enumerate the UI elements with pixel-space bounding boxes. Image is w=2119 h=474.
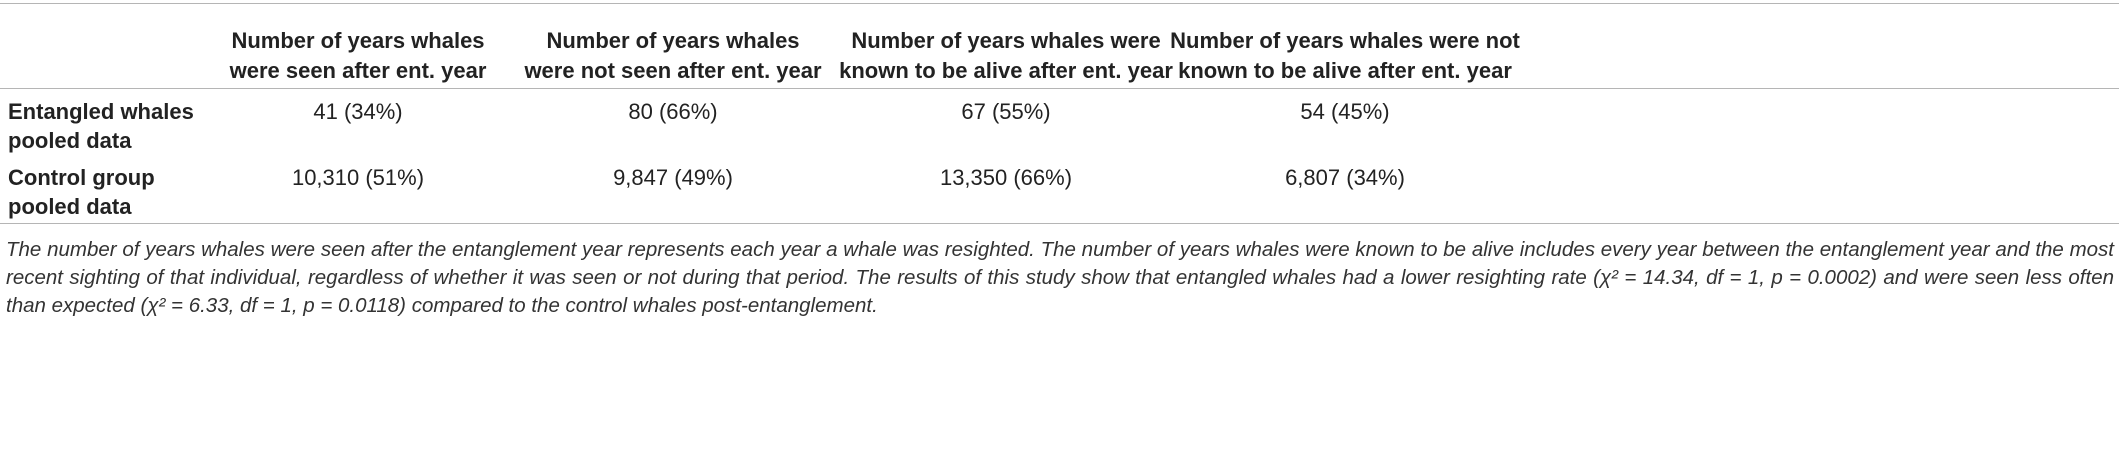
column-header: Number of years whales	[231, 28, 485, 53]
column-header: were seen after ent. year	[229, 58, 487, 83]
column-header: Number of years whales were not	[1170, 28, 1520, 53]
row-label: pooled data	[8, 128, 132, 153]
cell-value: 54 (45%)	[1300, 99, 1390, 124]
footnote: The number of years whales were seen aft…	[6, 238, 2114, 317]
column-header: Number of years whales were	[851, 28, 1161, 53]
column-header: were not seen after ent. year	[524, 58, 822, 83]
rule	[0, 3, 2119, 4]
cell-value: 9,847 (49%)	[613, 165, 733, 190]
cell-value: 13,350 (66%)	[939, 165, 1073, 190]
row-label: Entangled whales	[8, 99, 194, 124]
cell-value: 10,310 (51%)	[291, 165, 425, 190]
cell-value: 41 (34%)	[313, 99, 403, 124]
column-header: Number of years whales	[546, 28, 800, 53]
column-header: known to be alive after ent. year	[839, 58, 1173, 83]
column-header: known to be alive after ent. year	[1178, 58, 1512, 83]
row-label: pooled data	[8, 194, 132, 219]
cell-value: 80 (66%)	[628, 99, 718, 124]
rule	[0, 223, 2119, 224]
cell-value: 6,807 (34%)	[1285, 165, 1405, 190]
rule	[0, 88, 2119, 89]
row-label: Control group	[8, 165, 155, 190]
cell-value: 67 (55%)	[961, 99, 1051, 124]
